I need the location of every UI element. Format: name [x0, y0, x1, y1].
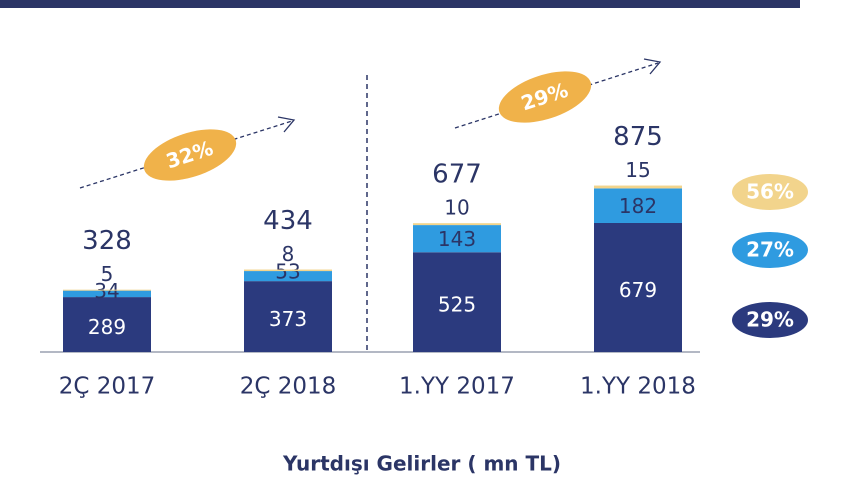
growth-badge	[498, 71, 592, 123]
bar-segment	[244, 269, 332, 272]
bar-segment	[594, 222, 682, 352]
value-label: 5	[101, 262, 114, 286]
growth-badge	[732, 174, 808, 210]
bar-segment	[63, 297, 151, 352]
x-tick-label: 1.YY 2018	[580, 374, 696, 400]
value-label: 53	[275, 260, 300, 284]
top-band	[0, 0, 800, 8]
growth-badge	[143, 129, 237, 181]
total-label: 328	[82, 226, 132, 256]
x-tick-label: 1.YY 2017	[399, 374, 515, 400]
bar-segment	[413, 225, 501, 253]
value-label: 182	[619, 194, 657, 218]
growth-label: 56%	[746, 180, 794, 204]
bar-segment	[244, 271, 332, 282]
growth-badge	[732, 232, 808, 268]
bar-segment	[63, 290, 151, 298]
bar-segment	[594, 188, 682, 223]
growth-badge	[732, 302, 808, 338]
value-label: 15	[625, 158, 650, 182]
value-label: 10	[444, 196, 469, 220]
bar-segment	[413, 252, 501, 352]
bar-segment	[244, 281, 332, 352]
total-label: 677	[432, 160, 482, 190]
value-label: 373	[269, 307, 307, 331]
bar-segment	[594, 185, 682, 189]
value-label: 525	[438, 293, 476, 317]
bar-segment	[413, 223, 501, 226]
total-label: 875	[613, 122, 663, 152]
value-label: 8	[282, 242, 295, 266]
bar-segment	[63, 289, 151, 291]
growth-label: 27%	[746, 238, 794, 262]
value-label: 143	[438, 227, 476, 251]
growth-label: 29%	[746, 308, 794, 332]
chart-title: Yurtdışı Gelirler ( mn TL)	[282, 452, 561, 476]
x-tick-label: 2Ç 2018	[240, 374, 337, 400]
value-label: 679	[619, 278, 657, 302]
x-tick-label: 2Ç 2017	[59, 374, 156, 400]
value-label: 289	[88, 315, 126, 339]
total-label: 434	[263, 206, 313, 236]
value-label: 34	[94, 279, 119, 303]
